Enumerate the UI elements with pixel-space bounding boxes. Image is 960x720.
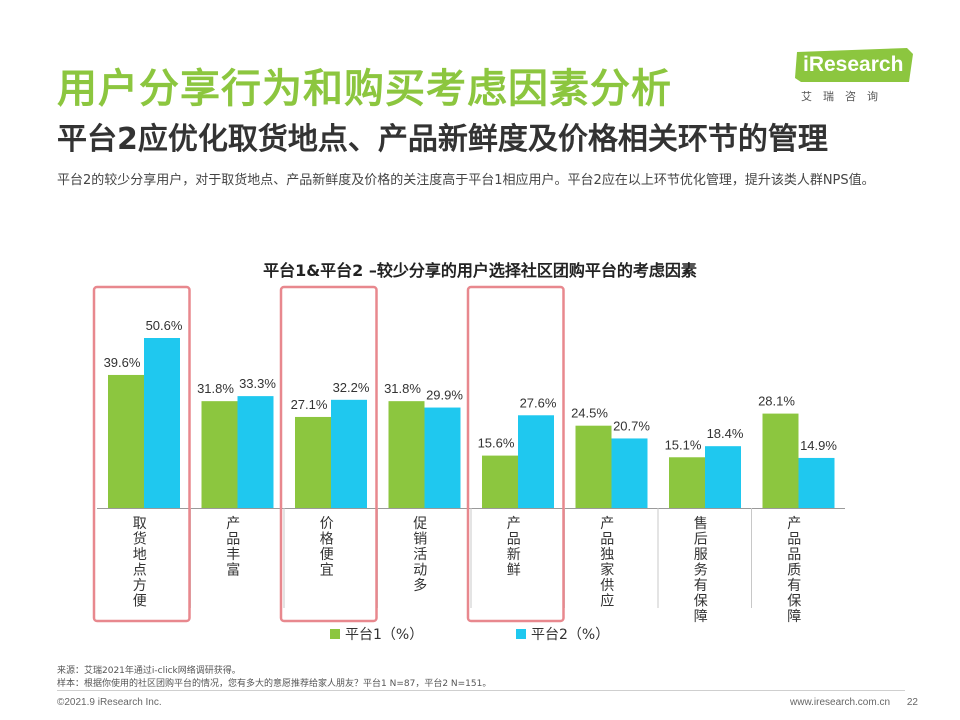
bar-platform1 (388, 401, 425, 508)
highlight-box (466, 285, 565, 623)
bar-platform1 (482, 455, 518, 508)
bar-platform2 (424, 407, 461, 508)
data-label-platform2: 50.6% (146, 318, 183, 333)
footer-website: www.iresearch.com.cn (790, 697, 891, 708)
bar-platform1 (295, 416, 331, 508)
bar-platform1 (669, 457, 705, 508)
category-label: 取货地点方便 (133, 516, 147, 610)
legend-swatch-platform1 (330, 629, 340, 639)
footer-sample: 样本：根据你使用的社区团购平台的情况，您有多大的意愿推荐给家人朋友？平台1 N=… (57, 679, 492, 689)
bar-platform1 (108, 374, 144, 508)
bar-platform1 (201, 401, 238, 508)
page-description: 平台2的较少分享用户，对于取货地点、产品新鲜度及价格的关注度高于平台1相应用户。… (57, 173, 875, 188)
data-label-platform1: 15.6% (478, 436, 515, 451)
data-label-platform1: 31.8% (197, 381, 234, 396)
category-label: 售后服务有保障 (694, 516, 708, 625)
data-label-platform1: 24.5% (571, 406, 608, 421)
bar-platform2 (705, 446, 741, 508)
footer-divider (57, 690, 905, 691)
category-label: 产品新鲜 (507, 516, 521, 579)
category-label: 促销活动多 (413, 516, 427, 594)
category-label: 产品独家供应 (600, 516, 614, 610)
category-label: 价格便宜 (320, 516, 334, 579)
footer-right: www.iresearch.com.cn 22 (790, 697, 918, 708)
legend-item-platform2: 平台2（%） (516, 624, 609, 644)
legend-swatch-platform2 (516, 629, 526, 639)
data-label-platform2: 18.4% (707, 426, 744, 441)
logo-badge-shape (795, 48, 913, 82)
data-label-platform1: 15.1% (665, 437, 702, 452)
bar-platform2 (144, 338, 180, 508)
legend-label-platform1: 平台1（%） (345, 627, 424, 643)
data-label-platform2: 32.2% (333, 380, 370, 395)
legend-label-platform2: 平台2（%） (531, 627, 610, 643)
highlight-box (92, 285, 191, 623)
bar-platform2 (331, 399, 367, 508)
page-subtitle: 平台2应优化取货地点、产品新鲜度及价格相关环节的管理 (57, 122, 828, 157)
iresearch-logo: iResearch 艾瑞咨询 (795, 48, 915, 108)
data-label-platform1: 31.8% (384, 381, 421, 396)
data-label-platform1: 28.1% (758, 394, 795, 409)
highlight-box (279, 285, 378, 623)
logo-wordmark: iResearch (803, 53, 904, 76)
data-label-platform2: 27.6% (520, 395, 557, 410)
bar-platform2 (518, 415, 554, 508)
bar-platform1 (762, 413, 799, 508)
bar-platform2 (798, 457, 835, 508)
data-label-platform2: 14.9% (800, 438, 837, 453)
footer-copyright: ©2021.9 iResearch Inc. (57, 697, 162, 708)
category-label: 产品丰富 (226, 516, 240, 579)
logo-cn-text: 艾瑞咨询 (801, 90, 889, 103)
data-label-platform2: 33.3% (239, 376, 276, 391)
data-label-platform2: 20.7% (613, 418, 650, 433)
category-label: 产品品质有保障 (787, 516, 801, 625)
data-label-platform1: 27.1% (291, 397, 328, 412)
footer-page-number: 22 (906, 697, 918, 708)
bar-platform1 (575, 425, 612, 508)
bar-platform2 (237, 396, 274, 508)
footer-source: 来源：艾瑞2021年通过i-click网络调研获得。 (57, 666, 241, 676)
page-title: 用户分享行为和购买考虑因素分析 (57, 66, 672, 112)
chart-title: 平台1&平台2 –较少分享的用户选择社区团购平台的考虑因素 (263, 261, 697, 280)
data-label-platform1: 39.6% (104, 355, 141, 370)
bar-platform2 (611, 438, 648, 508)
data-label-platform2: 29.9% (426, 388, 463, 403)
legend-item-platform1: 平台1（%） (330, 624, 423, 644)
